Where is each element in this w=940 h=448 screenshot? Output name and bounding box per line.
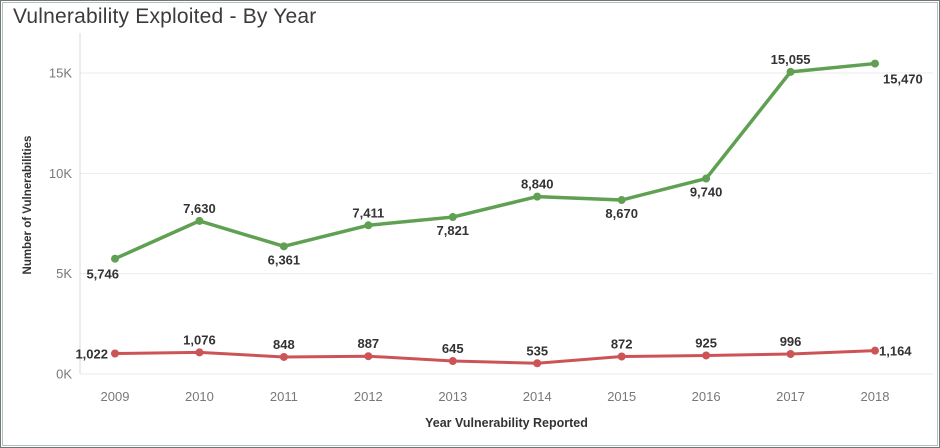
red-series-data-label: 848 [273,337,295,352]
red-series-data-label: 1,164 [879,344,912,359]
red-series-data-label: 887 [357,336,379,351]
red-series-data-label: 872 [611,337,633,352]
green-series-data-label: 8,840 [521,177,554,192]
red-series-line[interactable] [113,349,877,365]
green-series-data-point[interactable] [279,242,288,251]
green-series-data-point[interactable] [617,196,626,205]
red-series-data-point[interactable] [364,352,373,361]
red-series-data-point[interactable] [533,359,542,368]
red-series-data-point[interactable] [279,352,288,361]
x-tick-label: 2011 [270,389,298,404]
green-series-data-point[interactable] [448,213,457,222]
x-tick-label: 2017 [776,389,805,404]
x-tick-label: 2016 [692,389,721,404]
red-series-data-point[interactable] [195,348,204,357]
x-tick-label: 2015 [607,389,636,404]
green-series-data-point[interactable] [871,59,879,68]
x-tick-label: 2012 [354,389,383,404]
chart-title: Vulnerability Exploited - By Year [13,5,317,28]
red-series-data-point[interactable] [702,351,711,360]
red-series-data-point[interactable] [786,350,795,359]
red-series-data-label: 1,076 [183,332,216,347]
red-series-data-label: 996 [780,334,802,349]
red-series-data-label: 925 [695,335,717,350]
x-tick-label: 2014 [523,389,552,404]
green-series-data-point[interactable] [533,192,542,201]
green-series-data-label: 7,630 [183,201,216,216]
y-tick-label: 15K [49,66,72,81]
red-series-data-point[interactable] [111,349,119,358]
red-series-data-label: 645 [442,341,464,356]
green-series-data-point[interactable] [702,174,711,183]
x-tick-label: 2010 [185,389,214,404]
x-tick-label: 2013 [438,389,467,404]
x-tick-label: 2018 [861,389,890,404]
green-series-data-label: 9,740 [690,185,723,200]
green-series-data-label: 7,821 [437,223,470,238]
green-series-data-label: 15,470 [883,72,923,87]
green-series-data-point[interactable] [786,67,795,76]
x-tick-label: 2009 [101,389,130,404]
green-series-data-label: 15,055 [771,52,811,67]
green-series-data-label: 6,361 [268,252,301,267]
red-series-data-point[interactable] [871,346,879,355]
green-series-data-point[interactable] [195,216,204,225]
red-series-data-label: 1,022 [75,346,108,361]
green-series-line[interactable] [113,61,877,261]
x-axis-title: Year Vulnerability Reported [425,416,588,430]
green-series-data-label: 8,670 [605,206,638,221]
green-series-data-label: 5,746 [86,267,119,282]
red-series-data-point[interactable] [617,352,626,361]
y-tick-label: 10K [49,166,72,181]
red-series-data-label: 535 [526,343,548,358]
green-series-data-point[interactable] [111,254,119,263]
y-tick-label: 5K [56,266,72,281]
green-series-data-point[interactable] [364,221,373,230]
red-series-data-point[interactable] [448,357,457,366]
y-tick-label: 0K [56,367,72,382]
green-series-data-label: 7,411 [352,205,384,220]
